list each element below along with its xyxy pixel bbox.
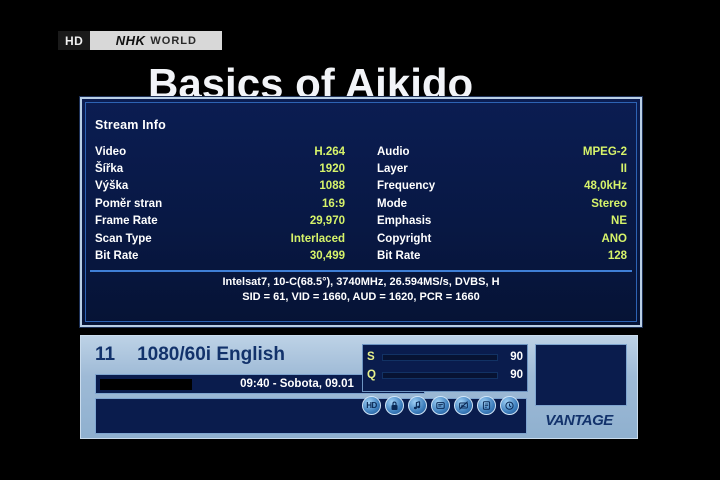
stream-info-key: Scan Type: [95, 232, 152, 245]
stream-info-value: 1088: [319, 180, 345, 193]
lock-icon: [385, 396, 404, 415]
stream-info-key: Emphasis: [377, 215, 432, 228]
signal-strength-track: [382, 353, 498, 361]
stream-info-key: Layer: [377, 163, 408, 176]
signal-quality-meter: Q 90: [367, 366, 523, 384]
stream-info-value: 29,970: [309, 215, 345, 228]
channel-brand-suffix: WORLD: [150, 34, 197, 47]
signal-quality-label: Q: [367, 369, 376, 381]
channel-info-banner: 11 1080/60i English 09:40 - Sobota, 09.0…: [80, 335, 638, 439]
stream-info-value: 48,0kHz: [584, 180, 627, 193]
stream-info-pair-left: Frame Rate 29,970: [95, 215, 361, 227]
receiver-brand-logo: VANTAGE: [545, 412, 613, 429]
signal-quality-track: [382, 371, 498, 379]
stream-info-key: Mode: [377, 197, 408, 210]
transponder-line-1: Intelsat7, 10-C(68.5°), 3740MHz, 26.594M…: [222, 276, 500, 288]
epg-icon: [477, 396, 496, 415]
stream-info-pair-right: Mode Stereo: [361, 198, 627, 210]
stream-info-value: NE: [611, 215, 627, 228]
status-icon-row: HD: [362, 396, 519, 415]
letterbox-bottom: [0, 470, 720, 480]
channel-name: 1080/60i English: [137, 344, 285, 365]
channel-logo-bar: NHK WORLD: [90, 31, 223, 50]
stream-info-key: Frame Rate: [95, 215, 158, 228]
stream-info-value: II: [620, 163, 627, 176]
dialog-separator: [90, 270, 632, 272]
preview-thumbnail: [535, 344, 627, 406]
stream-info-value: H.264: [314, 145, 345, 158]
stream-info-key: Šířka: [95, 163, 124, 176]
stream-info-pair-right: Layer II: [361, 163, 627, 175]
stream-info-value: 128: [607, 250, 627, 263]
redacted-programme-title: [100, 378, 192, 390]
no-subtitle-icon: [454, 396, 473, 415]
channel-logo-bug: HD NHK WORLD: [58, 31, 223, 50]
stream-info-pair-left: Bit Rate 30,499: [95, 250, 361, 262]
audio-note-icon: [408, 396, 427, 415]
stream-info-grid: Video H.264 Audio MPEG-2 Šířka 1920 Layer II Výš…: [95, 143, 627, 265]
hd-badge: HD: [58, 31, 91, 50]
stream-info-key: Video: [95, 145, 127, 158]
stream-info-pair-right: Audio MPEG-2: [361, 146, 627, 158]
stream-info-pair-right: Copyright ANO: [361, 233, 627, 245]
stream-info-pair-left: Scan Type Interlaced: [95, 233, 361, 245]
channel-number: 11: [95, 344, 116, 365]
stream-info-row: Video H.264 Audio MPEG-2: [95, 143, 627, 160]
stream-info-key: Audio: [377, 145, 410, 158]
stream-info-row: Výška 1088 Frequency 48,0kHz: [95, 178, 627, 195]
dialog-inner-frame: [85, 102, 637, 322]
stream-info-pair-right: Emphasis NE: [361, 215, 627, 227]
stream-info-row: Scan Type Interlaced Copyright ANO: [95, 230, 627, 247]
stream-info-value: 1920: [319, 163, 345, 176]
stream-info-key: Frequency: [377, 180, 436, 193]
signal-meters: S 90 Q 90: [362, 344, 528, 392]
stream-info-row: Frame Rate 29,970 Emphasis NE: [95, 213, 627, 230]
stream-info-row: Poměr stran 16:9 Mode Stereo: [95, 195, 627, 212]
stream-info-pair-left: Šířka 1920: [95, 163, 361, 175]
teletext-icon: [431, 396, 450, 415]
stream-info-value: MPEG-2: [582, 145, 627, 158]
stream-info-key: Bit Rate: [95, 250, 139, 263]
signal-strength-meter: S 90: [367, 348, 523, 366]
stream-info-key: Výška: [95, 180, 129, 193]
stream-info-pair-right: Bit Rate 128: [361, 250, 627, 262]
channel-identity: 11 1080/60i English: [95, 344, 285, 366]
stream-info-key: Bit Rate: [377, 250, 421, 263]
timer-icon: [500, 396, 519, 415]
signal-strength-value: 90: [510, 351, 523, 363]
hd-icon: HD: [362, 396, 381, 415]
stream-info-pair-right: Frequency 48,0kHz: [361, 180, 627, 192]
signal-quality-value: 90: [510, 369, 523, 381]
letterbox-top: [0, 0, 720, 8]
transponder-info: Intelsat7, 10-C(68.5°), 3740MHz, 26.594M…: [90, 275, 632, 304]
stream-info-pair-left: Výška 1088: [95, 180, 361, 192]
stream-info-value: 30,499: [309, 250, 345, 263]
epg-time-label: 09:40 - Sobota, 09.01: [240, 378, 354, 390]
stream-info-value: ANO: [601, 232, 627, 245]
stream-info-key: Copyright: [377, 232, 432, 245]
epg-current-programme[interactable]: 09:40 - Sobota, 09.01: [95, 374, 425, 394]
stream-info-value: Stereo: [591, 197, 627, 210]
stream-info-value: 16:9: [321, 197, 345, 210]
stream-info-row: Šířka 1920 Layer II: [95, 160, 627, 177]
channel-brand-text: NHK: [115, 33, 146, 48]
dialog-title: Stream Info: [95, 118, 166, 132]
stream-info-value: Interlaced: [290, 232, 345, 245]
stream-info-pair-left: Poměr stran 16:9: [95, 198, 361, 210]
stream-info-row: Bit Rate 30,499 Bit Rate 128: [95, 247, 627, 264]
stream-info-key: Poměr stran: [95, 197, 163, 210]
transponder-line-2: SID = 61, VID = 1660, AUD = 1620, PCR = …: [242, 290, 480, 303]
signal-strength-label: S: [367, 351, 375, 363]
stream-info-dialog: Stream Info Video H.264 Audio MPEG-2 Šířka 19…: [80, 97, 642, 327]
stream-info-pair-left: Video H.264: [95, 146, 361, 158]
